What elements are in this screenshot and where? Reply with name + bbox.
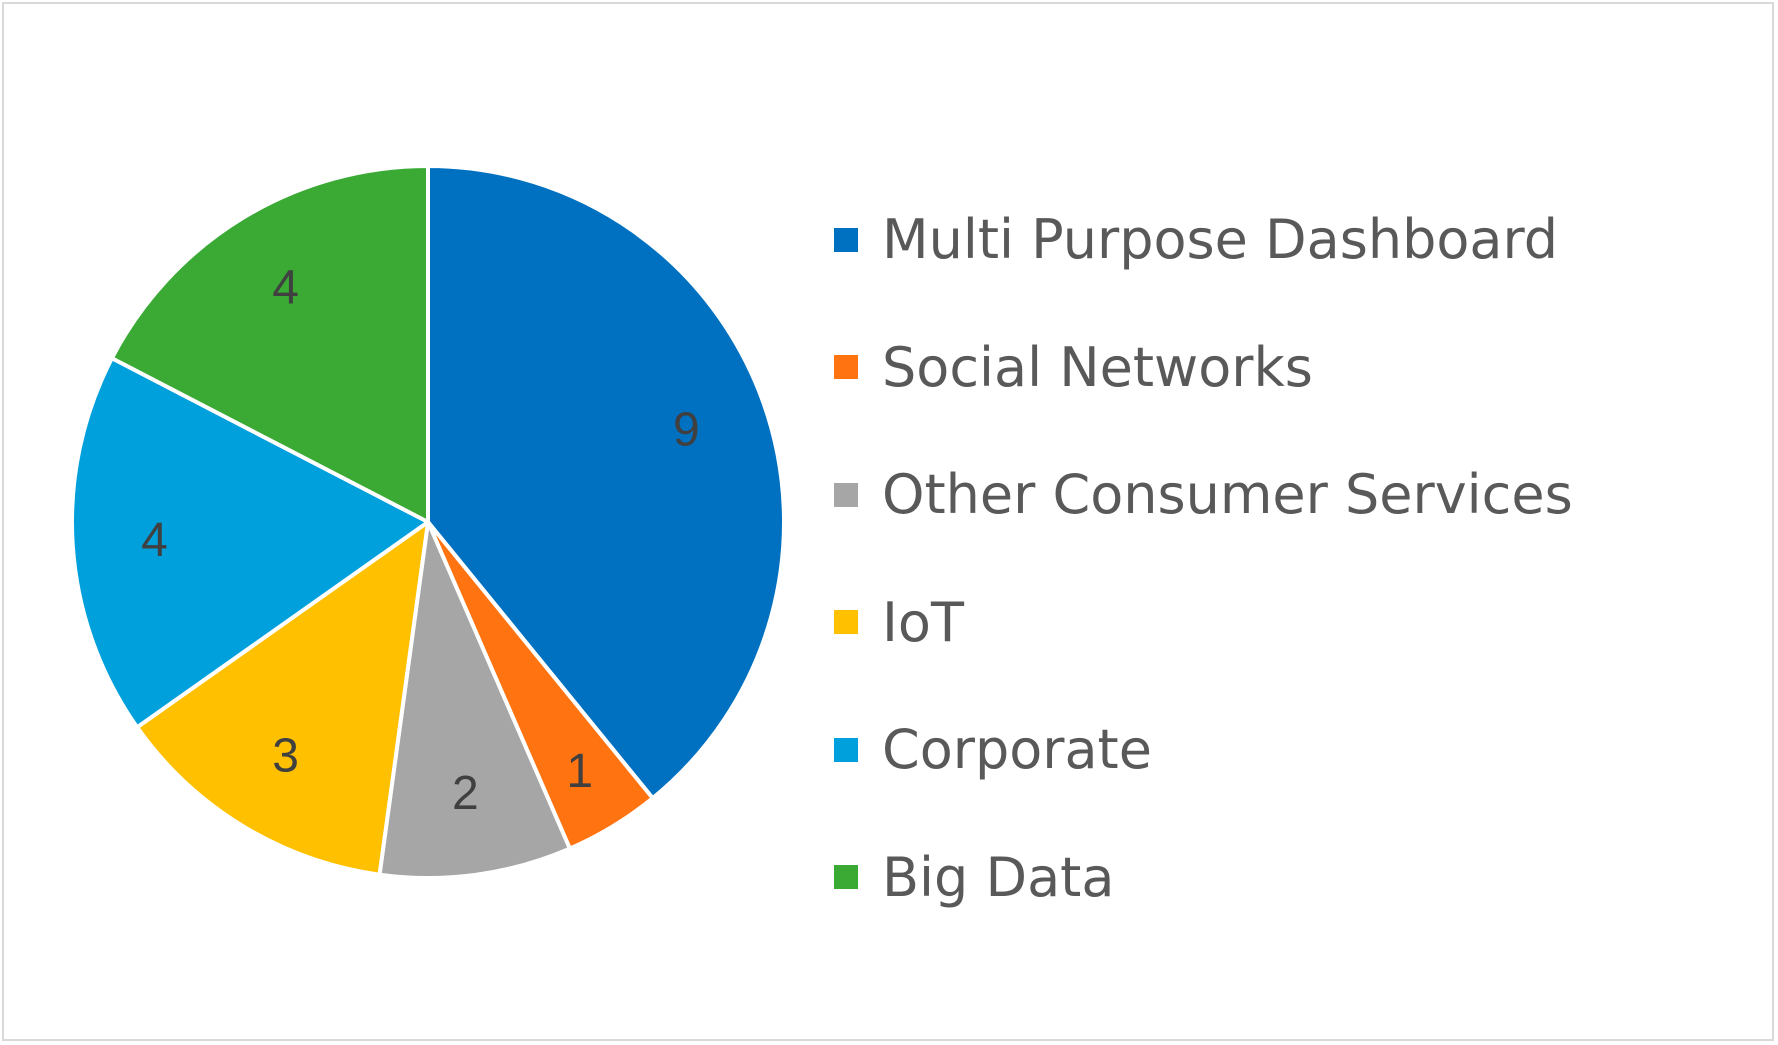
legend-swatch: [834, 737, 858, 762]
data-label: 9: [673, 404, 700, 457]
legend-label: Multi Purpose Dashboard: [882, 208, 1559, 272]
legend-swatch: [834, 610, 858, 635]
pie-slice-multi-purpose-dashboard: [426, 164, 786, 801]
legend-item-multi-purpose-dashboard: Multi Purpose Dashboard: [834, 176, 1573, 304]
legend-item-social-networks: Social Networks: [834, 304, 1573, 432]
legend-label: Corporate: [882, 718, 1152, 782]
legend-label: Big Data: [882, 845, 1115, 909]
data-label: 3: [272, 730, 299, 783]
legend-item-corporate: Corporate: [834, 686, 1573, 814]
data-label: 4: [141, 514, 168, 567]
pie-slice-big-data: [109, 164, 430, 524]
legend-swatch: [834, 227, 858, 252]
legend-item-iot: IoT: [834, 559, 1573, 687]
legend-item-big-data: Big Data: [834, 814, 1573, 942]
legend-swatch: [834, 355, 858, 380]
legend-label: IoT: [882, 590, 964, 654]
legend-item-other-consumer-services: Other Consumer Services: [834, 431, 1573, 559]
data-label: 1: [566, 745, 593, 798]
pie-slice-corporate: [70, 356, 430, 730]
legend-swatch: [834, 865, 858, 890]
pie-slice-iot: [135, 520, 430, 877]
legend-swatch: [834, 482, 858, 507]
legend: Multi Purpose Dashboard Social Networks …: [834, 176, 1573, 941]
data-label: 4: [272, 261, 299, 314]
pie-slice-other-consumer-services: [377, 520, 572, 880]
legend-label: Other Consumer Services: [882, 463, 1573, 527]
pie-chart: 9 1 2 3 4 4: [70, 164, 786, 880]
legend-label: Social Networks: [882, 335, 1313, 399]
data-label: 2: [452, 767, 479, 820]
